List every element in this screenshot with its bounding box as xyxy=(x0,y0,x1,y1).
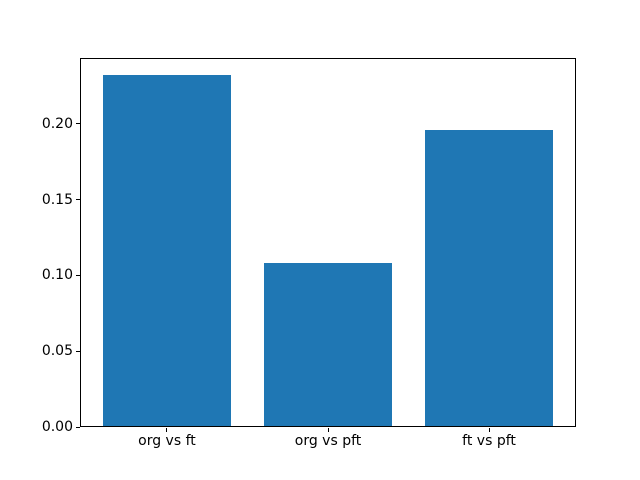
y-tick-label: 0.10 xyxy=(41,267,73,284)
x-tick-mark xyxy=(488,427,490,432)
y-tick-mark xyxy=(75,426,80,428)
bar xyxy=(263,263,393,428)
x-tick-label: ft vs pft xyxy=(462,433,516,450)
y-tick-mark xyxy=(75,350,80,352)
x-tick-mark xyxy=(166,427,168,432)
y-tick-label: 0.15 xyxy=(41,191,73,208)
y-tick-label: 0.20 xyxy=(41,115,73,132)
x-tick-mark xyxy=(327,427,329,432)
y-tick-mark xyxy=(75,123,80,125)
y-tick-label: 0.05 xyxy=(41,343,73,360)
x-tick-label: org vs ft xyxy=(138,433,196,450)
y-tick-mark xyxy=(75,274,80,276)
bar xyxy=(102,75,232,428)
bar xyxy=(424,129,554,428)
plot-area: 0.00 0.05 0.10 0.15 0.20 org vs ft org vs pft f… xyxy=(42,57,576,448)
y-tick-label: 0.00 xyxy=(41,419,73,436)
x-tick-label: org vs pft xyxy=(294,433,362,450)
y-tick-mark xyxy=(75,199,80,201)
